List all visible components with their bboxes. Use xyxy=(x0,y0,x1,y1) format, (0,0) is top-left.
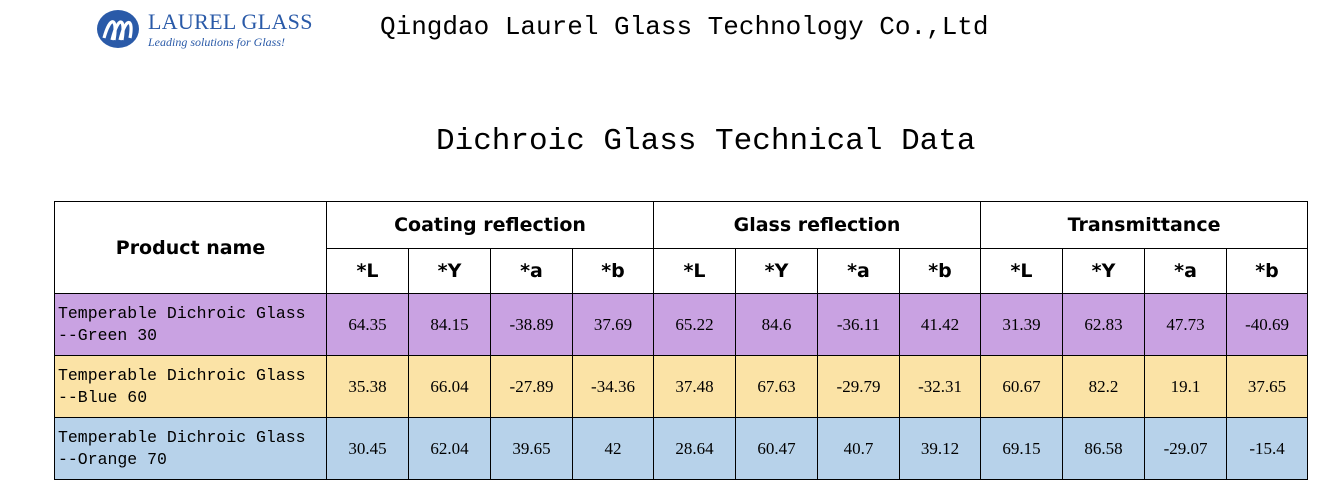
data-cell: 37.48 xyxy=(653,355,737,418)
group-header-row: Product name Coating reflection Glass re… xyxy=(54,201,1309,294)
data-cell: 82.2 xyxy=(1062,355,1146,418)
column-header: *b xyxy=(899,248,982,294)
product-name-line1: Temperable Dichroic Glass xyxy=(58,303,306,323)
product-name-cell: Temperable Dichroic Glass --Orange 70 xyxy=(54,417,327,480)
glass-reflection-header: Glass reflection xyxy=(653,201,982,249)
data-cell: 31.39 xyxy=(980,293,1064,356)
data-cell: 40.7 xyxy=(817,417,901,480)
data-cell: -15.4 xyxy=(1226,417,1309,480)
data-cell: 35.38 xyxy=(326,355,409,418)
data-cell: 84.6 xyxy=(735,293,819,356)
data-cell: 30.45 xyxy=(326,417,409,480)
column-header: *Y xyxy=(1062,248,1146,294)
column-header: *L xyxy=(980,248,1064,294)
column-header: *a xyxy=(1144,248,1228,294)
data-cell: -29.07 xyxy=(1144,417,1228,480)
data-cell: -29.79 xyxy=(817,355,901,418)
product-name-header: Product name xyxy=(54,201,327,294)
data-cell: 69.15 xyxy=(980,417,1064,480)
data-cell: -38.89 xyxy=(490,293,573,356)
product-name-line1: Temperable Dichroic Glass xyxy=(58,365,306,385)
column-header: *Y xyxy=(735,248,819,294)
table-row: Temperable Dichroic Glass --Green 30 64.… xyxy=(54,293,1309,356)
data-cell: 39.12 xyxy=(899,417,982,480)
document-title: Dichroic Glass Technical Data xyxy=(436,124,976,159)
data-cell: 84.15 xyxy=(408,293,491,356)
data-cell: 60.47 xyxy=(735,417,819,480)
data-cell: 62.83 xyxy=(1062,293,1146,356)
data-cell: 60.67 xyxy=(980,355,1064,418)
data-cell: 67.63 xyxy=(735,355,819,418)
data-cell: 37.69 xyxy=(571,293,655,356)
column-header: *b xyxy=(571,248,655,294)
transmittance-header: Transmittance xyxy=(980,201,1309,249)
column-header: *a xyxy=(490,248,573,294)
data-cell: 62.04 xyxy=(408,417,491,480)
data-cell: 19.1 xyxy=(1144,355,1228,418)
column-header: *L xyxy=(326,248,409,294)
product-name-cell: Temperable Dichroic Glass --Green 30 xyxy=(54,293,327,356)
product-name-cell: Temperable Dichroic Glass --Blue 60 xyxy=(54,355,327,418)
coating-reflection-header: Coating reflection xyxy=(325,201,655,249)
data-cell: 28.64 xyxy=(653,417,737,480)
data-cell: 47.73 xyxy=(1144,293,1228,356)
data-cell: -32.31 xyxy=(899,355,982,418)
data-cell: 39.65 xyxy=(490,417,573,480)
technical-data-table: Product name Coating reflection Glass re… xyxy=(54,201,1309,480)
data-cell: 37.65 xyxy=(1226,355,1309,418)
sub-header-row: *L *Y *a *b *L *Y *a *b *L *Y *a *b xyxy=(55,248,1309,294)
company-name: Qingdao Laurel Glass Technology Co.,Ltd xyxy=(380,12,989,42)
column-header: *b xyxy=(1226,248,1309,294)
data-cell: 65.22 xyxy=(653,293,737,356)
table-row: Temperable Dichroic Glass --Blue 60 35.3… xyxy=(54,355,1309,418)
product-name-line2: --Orange 70 xyxy=(58,449,167,469)
company-logo: LAUREL GLASS Leading solutions for Glass… xyxy=(94,8,324,52)
product-name-line2: --Blue 60 xyxy=(58,387,148,407)
logo-tagline: Leading solutions for Glass! xyxy=(148,35,286,49)
data-cell: -27.89 xyxy=(490,355,573,418)
data-cell: 66.04 xyxy=(408,355,491,418)
table-row: Temperable Dichroic Glass --Orange 70 30… xyxy=(54,417,1309,480)
product-name-line1: Temperable Dichroic Glass xyxy=(58,427,306,447)
laurel-globe-logo-icon xyxy=(97,10,139,48)
column-header: *L xyxy=(653,248,737,294)
data-cell: -34.36 xyxy=(571,355,655,418)
column-header: *a xyxy=(817,248,901,294)
data-cell: 42 xyxy=(571,417,655,480)
data-cell: 41.42 xyxy=(899,293,982,356)
data-cell: -36.11 xyxy=(817,293,901,356)
data-cell: 86.58 xyxy=(1062,417,1146,480)
column-header: *Y xyxy=(408,248,491,294)
logo-name: LAUREL GLASS xyxy=(148,9,313,34)
data-cell: 64.35 xyxy=(326,293,409,356)
product-name-line2: --Green 30 xyxy=(58,325,158,345)
data-cell: -40.69 xyxy=(1226,293,1309,356)
